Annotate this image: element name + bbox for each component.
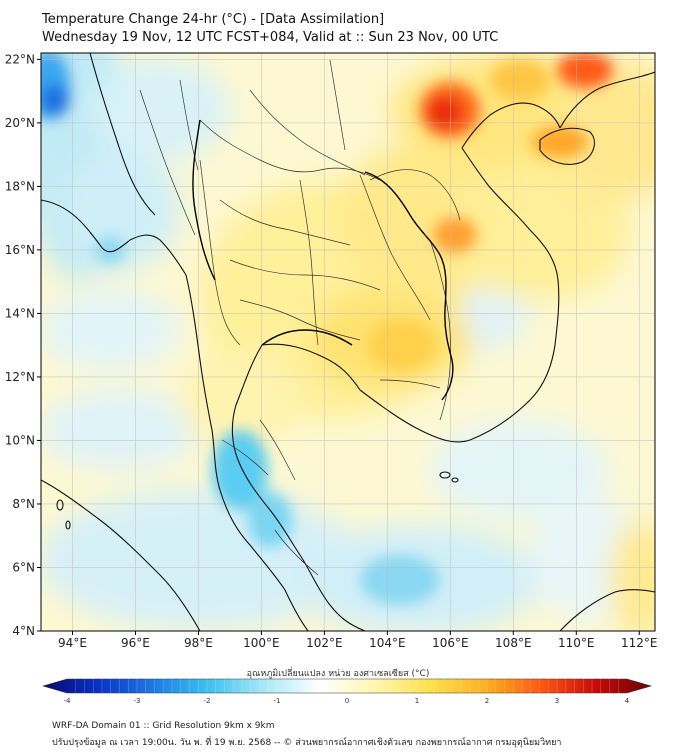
graticule <box>41 53 655 631</box>
coastlines <box>41 53 655 631</box>
map-subtitle: Wednesday 19 Nov, 12 UTC FCST+084, Valid… <box>42 30 499 45</box>
colorbar-tick-label: -3 <box>134 697 141 705</box>
lon-tick-label: 100°E <box>243 636 280 650</box>
lon-tick-label: 96°E <box>121 636 150 650</box>
footer-model-info: WRF-DA Domain 01 :: Grid Resolution 9km … <box>52 721 275 731</box>
colorbar: -4 -3 -2 -1 0 1 2 3 4 <box>41 678 653 705</box>
colorbar-tick-label: 2 <box>485 697 489 705</box>
lat-tick-label: 8°N <box>12 497 35 511</box>
plot-frame <box>40 52 656 632</box>
lon-tick-label: 98°E <box>184 636 213 650</box>
colorbar-tick-label: 0 <box>345 697 349 705</box>
colorbar-tick-label: 4 <box>625 697 630 705</box>
colorbar-tick-label: -1 <box>274 697 281 705</box>
lat-tick-label: 6°N <box>12 560 35 574</box>
lon-tick-label: 110°E <box>558 636 595 650</box>
country-borders <box>192 119 454 401</box>
lat-tick-label: 16°N <box>5 243 35 257</box>
lat-tick-label: 22°N <box>5 52 35 66</box>
temperature-field <box>41 53 655 631</box>
colorbar-title: อุณหภูมิเปลี่ยนแปลง หน่วย องศาเซลเซียส (… <box>246 669 430 679</box>
lat-tick-label: 18°N <box>5 179 35 193</box>
lon-tick-label: 102°E <box>306 636 343 650</box>
colorbar-tick-label: -4 <box>64 697 72 705</box>
longitude-axis: 94°E 96°E 98°E 100°E 102°E 104°E 106°E 108°E 110… <box>58 631 658 650</box>
lon-tick-label: 104°E <box>369 636 406 650</box>
colorbar-tick-label: -2 <box>204 697 211 705</box>
latitude-axis: 22°N 20°N 18°N 16°N 14°N 12°N 10°N 8°N 6°N 4°N <box>5 52 41 638</box>
lon-tick-label: 94°E <box>58 636 87 650</box>
lat-tick-label: 4°N <box>12 624 35 638</box>
colorbar-tick-label: 1 <box>415 697 419 705</box>
lon-tick-label: 112°E <box>621 636 658 650</box>
lat-tick-label: 14°N <box>5 306 35 320</box>
lat-tick-label: 10°N <box>5 433 35 447</box>
lat-tick-label: 12°N <box>5 370 35 384</box>
lon-tick-label: 108°E <box>495 636 532 650</box>
lat-tick-label: 20°N <box>5 116 35 130</box>
map-title: Temperature Change 24-hr (°C) - [Data As… <box>42 12 385 27</box>
lon-tick-label: 106°E <box>432 636 469 650</box>
colorbar-tick-label: 3 <box>555 697 559 705</box>
footer-credits: ปรับปรุงข้อมูล ณ เวลา 19:00น. วัน พ. ที่… <box>52 738 562 748</box>
